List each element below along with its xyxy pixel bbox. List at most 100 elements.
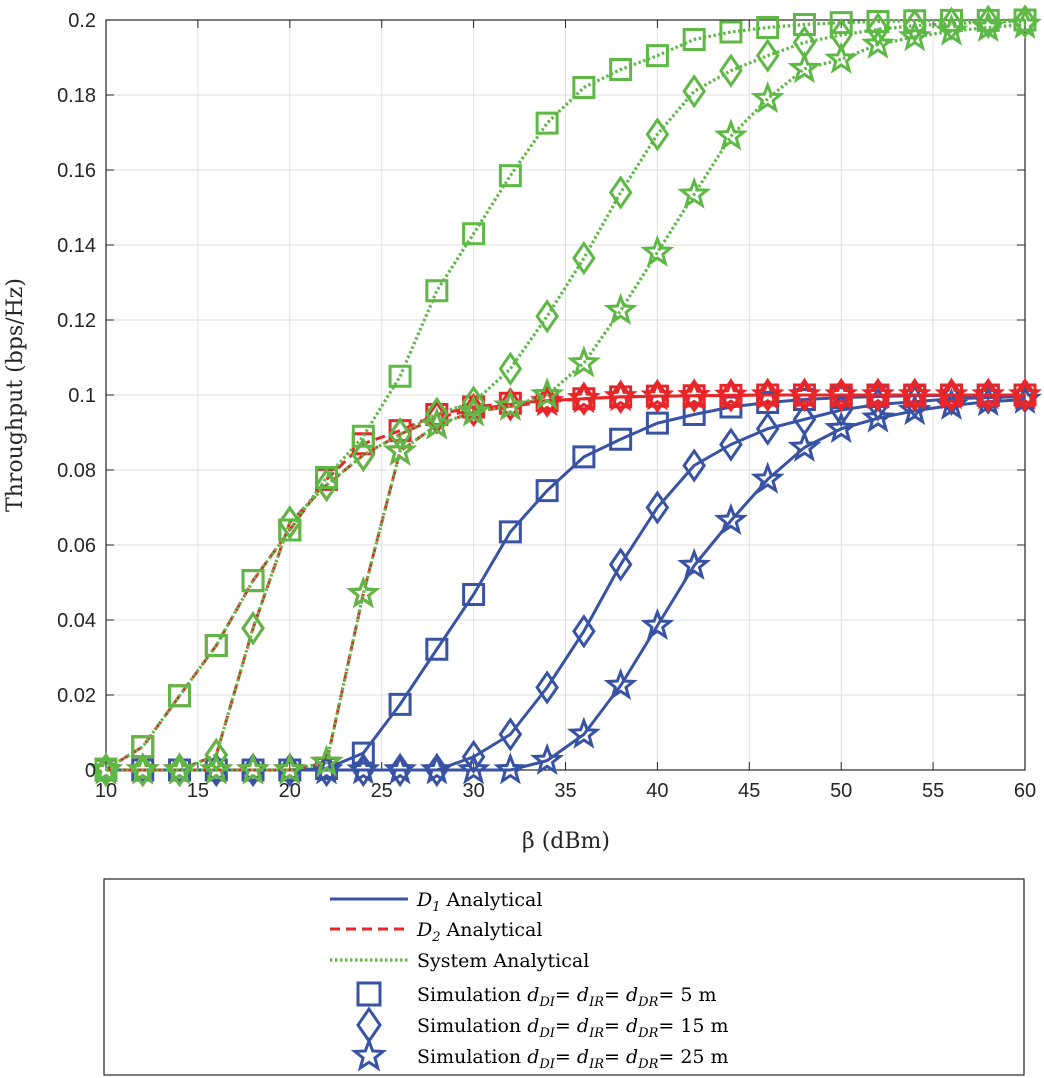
data-point bbox=[535, 479, 559, 503]
legend-label: Simulation dDI= dIR= dDR= 25 m bbox=[417, 1046, 729, 1072]
y-tick-label: 0.2 bbox=[68, 10, 96, 32]
data-point bbox=[351, 437, 376, 473]
legend-text-part: IR bbox=[588, 1057, 604, 1072]
data-point bbox=[535, 670, 559, 705]
x-tick-label: 25 bbox=[371, 780, 393, 802]
y-tick-label: 0.08 bbox=[57, 460, 96, 482]
data-point bbox=[719, 395, 743, 419]
data-point bbox=[351, 741, 375, 765]
data-point bbox=[498, 520, 522, 544]
data-point bbox=[603, 379, 638, 412]
y-tick-label: 0.12 bbox=[57, 310, 96, 332]
data-point bbox=[971, 377, 1006, 410]
data-point bbox=[498, 387, 523, 422]
data-point bbox=[824, 377, 859, 410]
legend-text-part: 1 bbox=[432, 900, 440, 915]
data-point bbox=[572, 445, 596, 469]
legend-label: D1 Analytical bbox=[416, 889, 542, 915]
data-point bbox=[425, 279, 449, 303]
x-tick-label: 10 bbox=[95, 780, 117, 802]
data-point bbox=[792, 13, 816, 36]
legend-text-part: = bbox=[555, 1046, 577, 1068]
data-point bbox=[682, 28, 706, 51]
data-point bbox=[608, 547, 633, 582]
legend-text-part: d bbox=[626, 984, 638, 1006]
data-point bbox=[682, 448, 706, 483]
legend-text-part: Analytical bbox=[441, 919, 543, 941]
data-point bbox=[346, 752, 381, 785]
data-point bbox=[388, 417, 412, 452]
data-point bbox=[277, 505, 302, 540]
data-point bbox=[125, 752, 160, 785]
y-tick-label: 0.16 bbox=[57, 160, 96, 182]
data-point bbox=[351, 424, 375, 448]
data-point bbox=[572, 76, 596, 99]
data-point bbox=[897, 377, 932, 410]
data-point bbox=[419, 752, 454, 785]
x-tick-label: 50 bbox=[830, 780, 852, 802]
legend-text-part: d bbox=[577, 1046, 589, 1068]
data-point bbox=[609, 58, 633, 81]
y-tick-label: 0.04 bbox=[57, 610, 96, 632]
data-point bbox=[493, 388, 528, 421]
legend-text-part: IR bbox=[588, 995, 604, 1010]
x-tick-label: 55 bbox=[922, 780, 944, 802]
legend-label: D2 Analytical bbox=[416, 919, 542, 945]
data-point bbox=[498, 717, 523, 752]
data-point bbox=[388, 364, 412, 388]
legend-item-sys: System Analytical bbox=[330, 950, 589, 972]
data-point bbox=[861, 26, 895, 59]
legend-text-part: = bbox=[604, 1015, 626, 1037]
legend-item-sim25: Simulation dDI= dIR= dDR= 25 m bbox=[350, 1036, 729, 1072]
data-point bbox=[603, 292, 638, 326]
data-point bbox=[162, 752, 197, 785]
tick-labels: 10 15 20 25 30 35 40 45 50 55 60 0 0.02 0.04 0.06 0.08 0… bbox=[57, 10, 1036, 802]
data-point bbox=[603, 667, 638, 701]
x-tick-label: 45 bbox=[738, 780, 760, 802]
data-point bbox=[425, 396, 449, 431]
data-point bbox=[824, 410, 859, 444]
data-point bbox=[750, 377, 785, 410]
legend-item-sim15: Simulation dDI= dIR= dDR= 15 m bbox=[356, 1006, 729, 1044]
data-point bbox=[934, 377, 969, 410]
data-point bbox=[535, 299, 559, 334]
data-point bbox=[750, 80, 785, 114]
x-tick-label: 20 bbox=[279, 780, 301, 802]
data-point bbox=[498, 164, 522, 188]
data-point bbox=[677, 176, 712, 209]
legend-text-part: d bbox=[626, 1015, 638, 1037]
data-point bbox=[971, 9, 1006, 42]
data-point bbox=[677, 547, 712, 581]
data-point bbox=[609, 427, 633, 451]
y-axis-label: Throughput (bps/Hz) bbox=[3, 278, 28, 512]
data-point bbox=[714, 118, 748, 151]
legend-item-d1: D1 Analytical bbox=[330, 889, 542, 915]
legend-text-part: D bbox=[416, 919, 432, 941]
data-point bbox=[89, 752, 123, 785]
y-tick-label: 0.14 bbox=[57, 235, 96, 257]
data-point bbox=[824, 41, 859, 74]
data-point bbox=[750, 461, 785, 494]
data-point bbox=[608, 175, 633, 210]
data-point bbox=[755, 411, 780, 446]
legend-label: System Analytical bbox=[417, 950, 589, 972]
data-point bbox=[640, 234, 675, 267]
data-point bbox=[787, 377, 822, 410]
data-point bbox=[425, 637, 449, 661]
data-point bbox=[719, 427, 743, 462]
data-point bbox=[976, 4, 1001, 40]
data-point bbox=[866, 12, 890, 47]
data-point bbox=[572, 240, 596, 276]
legend-text-part: d bbox=[577, 1015, 589, 1037]
legend-box bbox=[103, 878, 1025, 1076]
data-point bbox=[456, 752, 491, 785]
data-point bbox=[278, 518, 302, 542]
legend-label: Simulation dDI= dIR= dDR= 15 m bbox=[417, 1015, 729, 1041]
legend-text-part: Simulation bbox=[417, 984, 527, 1006]
data-point bbox=[787, 50, 822, 84]
legend-text-part: DI bbox=[538, 995, 555, 1010]
data-point bbox=[719, 20, 743, 44]
data-point bbox=[535, 111, 559, 135]
data-point bbox=[829, 11, 853, 35]
legend-text-part: 2 bbox=[431, 930, 440, 945]
